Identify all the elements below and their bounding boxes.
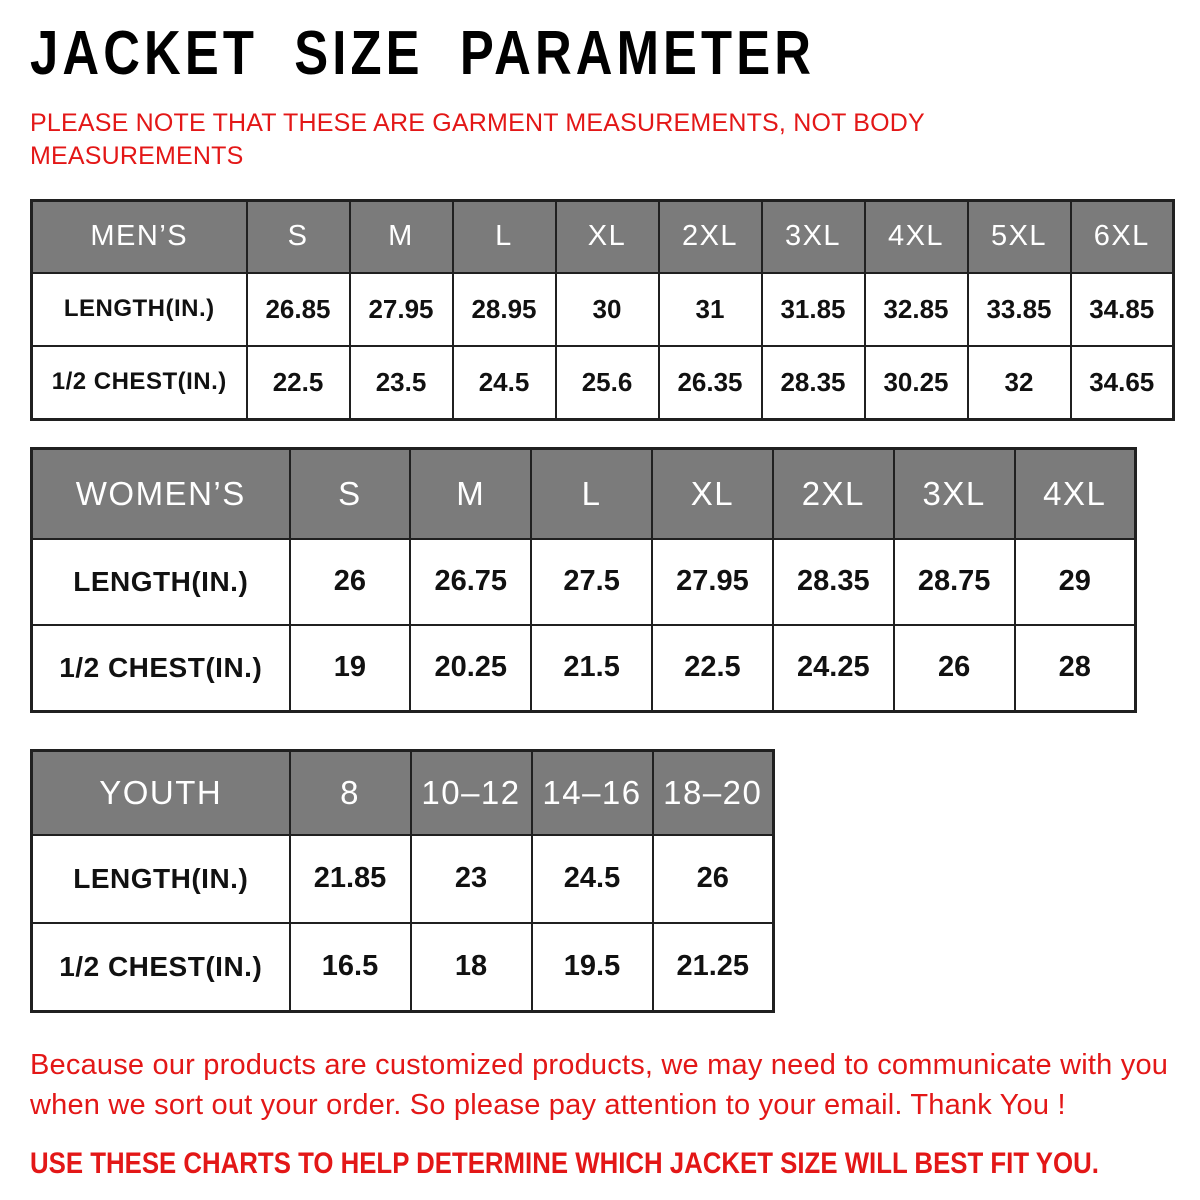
mens-length-xl: 30 bbox=[554, 271, 660, 347]
youth-size-14-16: 14–16 bbox=[530, 749, 654, 836]
mens-length-s: 26.85 bbox=[245, 271, 351, 347]
youth-length-14-16: 24.5 bbox=[530, 833, 654, 924]
womens-length-m: 26.75 bbox=[409, 537, 533, 626]
mens-length-l: 28.95 bbox=[451, 271, 557, 347]
mens-table-title: MEN’S bbox=[30, 199, 248, 274]
womens-size-m: M bbox=[409, 447, 533, 540]
mens-chest-xl: 25.6 bbox=[554, 344, 660, 421]
mens-size-5xl: 5XL bbox=[966, 199, 1072, 274]
mens-length-row: LENGTH(IN.) 26.85 27.95 28.95 30 31 31.8… bbox=[30, 271, 1175, 347]
mens-chest-row: 1/2 CHEST(IN.) 22.5 23.5 24.5 25.6 26.35… bbox=[30, 344, 1175, 421]
mens-length-label: LENGTH(IN.) bbox=[30, 271, 248, 347]
womens-size-xl: XL bbox=[651, 447, 774, 540]
womens-size-table: WOMEN’S S M L XL 2XL 3XL 4XL LENGTH(IN.)… bbox=[30, 446, 1137, 713]
womens-length-row: LENGTH(IN.) 26 26.75 27.5 27.95 28.35 28… bbox=[30, 537, 1137, 626]
mens-length-m: 27.95 bbox=[348, 271, 454, 347]
womens-chest-s: 19 bbox=[288, 623, 412, 713]
womens-chest-l: 21.5 bbox=[530, 623, 654, 713]
mens-size-l: L bbox=[451, 199, 557, 274]
youth-length-8: 21.85 bbox=[288, 833, 412, 924]
mens-size-2xl: 2XL bbox=[657, 199, 763, 274]
youth-length-row: LENGTH(IN.) 21.85 23 24.5 26 bbox=[30, 833, 775, 924]
youth-chest-label: 1/2 CHEST(IN.) bbox=[30, 921, 291, 1013]
womens-chest-label: 1/2 CHEST(IN.) bbox=[30, 623, 291, 713]
mens-chest-2xl: 26.35 bbox=[657, 344, 763, 421]
mens-size-3xl: 3XL bbox=[760, 199, 866, 274]
mens-size-xl: XL bbox=[554, 199, 660, 274]
mens-size-s: S bbox=[245, 199, 351, 274]
mens-header-row: MEN’S S M L XL 2XL 3XL 4XL 5XL 6XL bbox=[30, 199, 1175, 274]
womens-table-title: WOMEN’S bbox=[30, 447, 291, 540]
note-line-2: MEASUREMENTS bbox=[30, 141, 244, 170]
youth-size-table: YOUTH 8 10–12 14–16 18–20 LENGTH(IN.) 21… bbox=[30, 748, 775, 1013]
youth-chest-18-20: 21.25 bbox=[651, 921, 775, 1013]
mens-chest-m: 23.5 bbox=[348, 344, 454, 421]
youth-chest-14-16: 19.5 bbox=[530, 921, 654, 1013]
youth-size-18-20: 18–20 bbox=[651, 749, 775, 836]
mens-size-table: MEN’S S M L XL 2XL 3XL 4XL 5XL 6XL LENGT… bbox=[30, 198, 1175, 421]
footer-notes: Because our products are customized prod… bbox=[30, 1045, 1175, 1181]
customization-notice-line-1: Because our products are customized prod… bbox=[30, 1048, 1169, 1081]
youth-length-10-12: 23 bbox=[409, 833, 533, 924]
womens-length-4xl: 29 bbox=[1013, 537, 1137, 626]
mens-length-4xl: 32.85 bbox=[863, 271, 969, 347]
mens-length-2xl: 31 bbox=[657, 271, 763, 347]
youth-length-18-20: 26 bbox=[651, 833, 775, 924]
mens-chest-3xl: 28.35 bbox=[760, 344, 866, 421]
womens-chest-xl: 22.5 bbox=[651, 623, 774, 713]
customization-notice-line-2: when we sort out your order. So please p… bbox=[30, 1088, 1066, 1121]
womens-chest-3xl: 26 bbox=[892, 623, 1016, 713]
womens-size-3xl: 3XL bbox=[892, 447, 1016, 540]
note-line-1: PLEASE NOTE THAT THESE ARE GARMENT MEASU… bbox=[30, 108, 925, 137]
mens-length-3xl: 31.85 bbox=[760, 271, 866, 347]
womens-length-2xl: 28.35 bbox=[771, 537, 895, 626]
womens-size-s: S bbox=[288, 447, 412, 540]
womens-length-l: 27.5 bbox=[530, 537, 654, 626]
mens-chest-4xl: 30.25 bbox=[863, 344, 969, 421]
mens-size-m: M bbox=[348, 199, 454, 274]
womens-length-xl: 27.95 bbox=[651, 537, 774, 626]
womens-chest-row: 1/2 CHEST(IN.) 19 20.25 21.5 22.5 24.25 … bbox=[30, 623, 1137, 713]
womens-header-row: WOMEN’S S M L XL 2XL 3XL 4XL bbox=[30, 447, 1137, 540]
page-title: JACKET SIZE PARAMETER bbox=[30, 19, 816, 88]
womens-length-3xl: 28.75 bbox=[892, 537, 1016, 626]
mens-chest-5xl: 32 bbox=[966, 344, 1072, 421]
mens-chest-l: 24.5 bbox=[451, 344, 557, 421]
womens-size-4xl: 4XL bbox=[1013, 447, 1137, 540]
mens-chest-s: 22.5 bbox=[245, 344, 351, 421]
youth-header-row: YOUTH 8 10–12 14–16 18–20 bbox=[30, 749, 775, 836]
womens-size-2xl: 2XL bbox=[771, 447, 895, 540]
mens-length-5xl: 33.85 bbox=[966, 271, 1072, 347]
youth-size-8: 8 bbox=[288, 749, 412, 836]
womens-length-s: 26 bbox=[288, 537, 412, 626]
youth-length-label: LENGTH(IN.) bbox=[30, 833, 291, 924]
youth-chest-row: 1/2 CHEST(IN.) 16.5 18 19.5 21.25 bbox=[30, 921, 775, 1013]
mens-chest-6xl: 34.65 bbox=[1069, 344, 1175, 421]
youth-table-title: YOUTH bbox=[30, 749, 291, 836]
womens-chest-m: 20.25 bbox=[409, 623, 533, 713]
garment-measurement-note: PLEASE NOTE THAT THESE ARE GARMENT MEASU… bbox=[30, 107, 1175, 173]
mens-size-6xl: 6XL bbox=[1069, 199, 1175, 274]
youth-chest-8: 16.5 bbox=[288, 921, 412, 1013]
customization-notice: Because our products are customized prod… bbox=[30, 1045, 1175, 1125]
chart-usage-hint: USE THESE CHARTS TO HELP DETERMINE WHICH… bbox=[30, 1146, 1099, 1180]
mens-chest-label: 1/2 CHEST(IN.) bbox=[30, 344, 248, 421]
womens-length-label: LENGTH(IN.) bbox=[30, 537, 291, 626]
mens-length-6xl: 34.85 bbox=[1069, 271, 1175, 347]
womens-chest-2xl: 24.25 bbox=[771, 623, 895, 713]
mens-size-4xl: 4XL bbox=[863, 199, 969, 274]
youth-size-10-12: 10–12 bbox=[409, 749, 533, 836]
womens-size-l: L bbox=[530, 447, 654, 540]
youth-chest-10-12: 18 bbox=[409, 921, 533, 1013]
womens-chest-4xl: 28 bbox=[1013, 623, 1137, 713]
